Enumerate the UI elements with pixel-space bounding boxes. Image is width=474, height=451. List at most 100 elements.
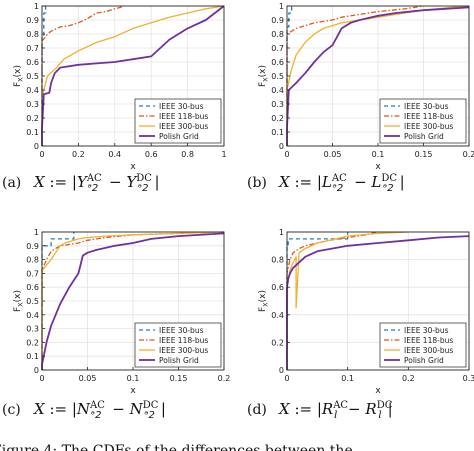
caption-label: (d) bbox=[247, 402, 267, 418]
x-tick-label: 0.1 bbox=[341, 374, 354, 383]
chart-panel-b: 0 0.05 0.1 0.15 0.2 0 0.1 0.2 0.3 0.4 0.5 0.6 0.7 0.8… bbox=[247, 2, 474, 194]
y-axis-label: FX(x) bbox=[258, 290, 270, 312]
y-tick-label: 0.6 bbox=[26, 58, 39, 67]
y-tick-label: 0.8 bbox=[271, 30, 284, 39]
legend-label: Polish Grid bbox=[404, 356, 444, 365]
legend-label: IEEE 118-bus bbox=[159, 336, 208, 345]
y-tick-label: 0.3 bbox=[26, 100, 39, 109]
x-axis-label: x bbox=[375, 162, 381, 172]
x-axis-label: x bbox=[130, 386, 136, 396]
legend-label: IEEE 300-bus bbox=[159, 346, 208, 355]
legend-label: Polish Grid bbox=[404, 132, 444, 141]
series-line-3 bbox=[286, 231, 409, 370]
y-tick-label: 0.8 bbox=[271, 256, 284, 265]
caption-label: (c) bbox=[2, 402, 21, 418]
figure-caption: Figure 4: The CDFs of the differences be… bbox=[0, 443, 353, 451]
x-tick-label: 0.15 bbox=[170, 374, 188, 383]
series-line-2 bbox=[286, 5, 424, 146]
y-tick-label: 0.9 bbox=[26, 242, 39, 251]
y-tick-label: 0.8 bbox=[26, 256, 39, 265]
y-tick-label: 1 bbox=[34, 2, 39, 11]
legend-label: IEEE 30-bus bbox=[159, 326, 204, 335]
series-line-4 bbox=[41, 232, 225, 370]
y-tick-label: 0.1 bbox=[26, 128, 39, 137]
y-tick-label: 0.5 bbox=[26, 72, 39, 81]
y-tick-label: 0 bbox=[34, 366, 39, 375]
caption-label: (b) bbox=[247, 175, 267, 191]
chart-panel-d: 0 0.1 0.2 0.3 0 0.2 0.4 0.6 0.8 1 x FX(x) IEEE 30-bu… bbox=[247, 228, 474, 421]
y-axis-label: FX(x) bbox=[13, 65, 25, 87]
y-tick-label: 0.3 bbox=[271, 100, 284, 109]
y-tick-label: 0.4 bbox=[271, 311, 284, 320]
x-tick-label: 0.2 bbox=[463, 150, 474, 159]
y-tick-label: 1 bbox=[279, 2, 284, 11]
y-tick-label: 0.9 bbox=[26, 16, 39, 25]
series-line-1 bbox=[41, 232, 75, 370]
y-tick-label: 0.2 bbox=[271, 338, 284, 347]
caption-formula: X := |RAC l − RDC l | bbox=[278, 400, 393, 421]
legend-label: IEEE 118-bus bbox=[404, 336, 453, 345]
y-tick-label: 0.7 bbox=[26, 44, 39, 53]
y-tick-label: 1 bbox=[279, 228, 284, 237]
x-tick-label: 0.05 bbox=[324, 150, 342, 159]
y-tick-label: 1 bbox=[34, 228, 39, 237]
legend-label: IEEE 300-bus bbox=[404, 346, 453, 355]
y-tick-label: 0.9 bbox=[271, 16, 284, 25]
y-tick-label: 0.4 bbox=[271, 86, 284, 95]
x-tick-label: 1 bbox=[221, 150, 226, 159]
series-line-3 bbox=[41, 5, 225, 146]
y-tick-label: 0.5 bbox=[26, 297, 39, 306]
x-tick-label: 0 bbox=[39, 374, 44, 383]
y-axis-label: FX(x) bbox=[258, 65, 270, 87]
axes-box bbox=[286, 231, 470, 371]
series-line-2 bbox=[286, 231, 379, 370]
y-tick-label: 0.1 bbox=[271, 128, 284, 137]
y-tick-label: 0.7 bbox=[271, 44, 284, 53]
x-tick-label: 0 bbox=[284, 374, 289, 383]
y-tick-label: 0.4 bbox=[26, 311, 39, 320]
legend-label: IEEE 30-bus bbox=[404, 326, 449, 335]
caption-formula: X := |NAC ᵊ2 − NDC ᵊ2 | bbox=[33, 400, 166, 421]
legend-label: IEEE 30-bus bbox=[404, 102, 449, 111]
x-tick-label: 0.1 bbox=[127, 374, 140, 383]
y-tick-label: 0.8 bbox=[26, 30, 39, 39]
x-tick-label: 0.4 bbox=[108, 150, 121, 159]
y-tick-label: 0.4 bbox=[26, 86, 39, 95]
x-tick-label: 0.2 bbox=[402, 374, 415, 383]
x-tick-label: 0.2 bbox=[218, 374, 231, 383]
legend-label: IEEE 300-bus bbox=[159, 122, 208, 131]
legend-label: IEEE 30-bus bbox=[159, 102, 204, 111]
y-tick-label: 0 bbox=[34, 142, 39, 151]
series-line-3 bbox=[41, 231, 225, 370]
y-axis-label: FX(x) bbox=[13, 290, 25, 312]
x-tick-label: 0.1 bbox=[372, 150, 385, 159]
chart-panel-c: 0 0.05 0.1 0.15 0.2 0 0.1 0.2 0.3 0.4 0.5 0.6 0.7 0.8… bbox=[2, 228, 230, 421]
legend-label: IEEE 300-bus bbox=[404, 122, 453, 131]
y-tick-label: 0.1 bbox=[26, 352, 39, 361]
y-tick-label: 0.2 bbox=[271, 114, 284, 123]
x-tick-label: 0.05 bbox=[79, 374, 97, 383]
series-line-4 bbox=[286, 235, 470, 370]
y-tick-label: 0.2 bbox=[26, 114, 39, 123]
y-tick-label: 0.7 bbox=[26, 269, 39, 278]
y-tick-label: 0 bbox=[279, 366, 284, 375]
x-axis-label: x bbox=[375, 386, 381, 396]
y-tick-label: 0.6 bbox=[26, 283, 39, 292]
chart-panel-a: 0 0.2 0.4 0.6 0.8 1 0 0.1 0.2 0.3 0.4 0.5 0.6 0.7 0.8 0… bbox=[2, 2, 227, 194]
y-tick-label: 0.6 bbox=[271, 283, 284, 292]
y-tick-label: 0.5 bbox=[271, 72, 284, 81]
y-tick-label: 0.6 bbox=[271, 58, 284, 67]
x-tick-label: 0.8 bbox=[181, 150, 194, 159]
series-line-4 bbox=[286, 6, 470, 146]
y-tick-label: 0.3 bbox=[26, 325, 39, 334]
series-line-4 bbox=[41, 5, 225, 146]
x-tick-label: 0.3 bbox=[463, 374, 474, 383]
legend-label: IEEE 118-bus bbox=[404, 112, 453, 121]
x-tick-label: 0.2 bbox=[72, 150, 85, 159]
legend-label: Polish Grid bbox=[159, 132, 199, 141]
